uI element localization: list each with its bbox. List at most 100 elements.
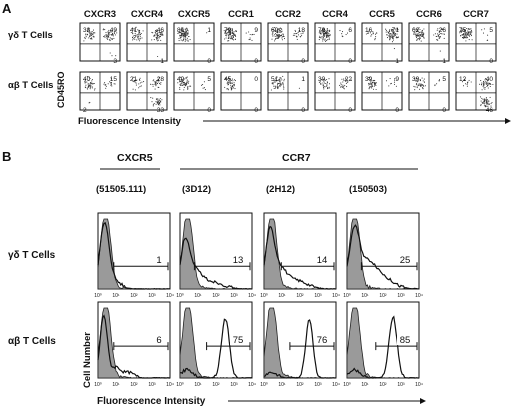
gate-marker — [193, 262, 251, 271]
stain-histogram — [97, 221, 171, 290]
column-header-cxcr5: CXCR5 — [178, 9, 211, 20]
gate-percent: 14 — [317, 255, 328, 266]
quadrant-percent: 5 — [489, 27, 493, 34]
event-dots — [413, 77, 441, 91]
panel-a-row-label-1: γδ T Cells — [8, 30, 53, 41]
event-dots — [367, 76, 397, 91]
quadrant-percent: 39 — [412, 76, 420, 83]
clone-label: (150503) — [349, 184, 387, 195]
quadrant-percent: 9 — [395, 76, 399, 83]
stain-histogram — [346, 224, 419, 290]
group-label-ccr7: CCR7 — [282, 152, 311, 164]
quadrant-percent: 15 — [110, 76, 118, 83]
quadrant-percent: 22 — [345, 76, 353, 83]
quadrant-percent: 0 — [442, 107, 446, 114]
quadrant-percent: 1 — [207, 27, 211, 34]
tick-label: 10² — [379, 382, 387, 388]
tick-label: 10¹ — [361, 293, 369, 299]
quadrant-percent: 0 — [489, 58, 493, 65]
histogram-ab-3: 85 10⁰ 10¹ 10² 10³ 10⁴ — [343, 301, 423, 388]
dot-plot-gd-ccr6: 62 26 1 — [408, 22, 450, 65]
quadrant-percent: 0 — [254, 58, 258, 65]
panel-b-row-label-1: γδ T Cells — [8, 250, 56, 261]
tick-label: 10¹ — [194, 293, 202, 299]
tick-label: 10⁰ — [176, 293, 184, 299]
event-dots — [223, 28, 255, 42]
quadrant-percent: 51 — [271, 76, 279, 83]
quadrant-percent: 0 — [348, 58, 352, 65]
quadrant-percent: 45 — [224, 76, 232, 83]
gate-marker — [360, 262, 418, 271]
histogram-gd-3: 25 10⁰ 10¹ 10² 10³ 10⁴ — [343, 212, 423, 299]
tick-label: 10⁴ — [415, 293, 423, 299]
event-dots — [365, 28, 399, 50]
quadrant-percent: 79 — [224, 27, 232, 34]
quadrant-percent: 62 — [412, 27, 420, 34]
quadrant-percent: 0 — [254, 107, 258, 114]
gate-percent: 85 — [400, 335, 411, 346]
quadrant-percent: 0 — [301, 107, 305, 114]
tick-label: 10⁰ — [94, 382, 102, 388]
panel-a-x-arrow — [203, 118, 511, 124]
quadrant-percent: 0 — [395, 107, 399, 114]
quadrant-percent: 41 — [130, 27, 138, 34]
histogram-ab-1: 75 10⁰ 10¹ 10² 10³ 10⁴ — [176, 301, 256, 388]
tick-label: 10¹ — [112, 293, 120, 299]
gate-percent: 1 — [156, 255, 161, 266]
column-header-ccr5: CCR5 — [369, 9, 396, 20]
stain-histogram — [179, 318, 253, 379]
quadrant-percent: 71 — [392, 27, 400, 34]
stain-histogram — [97, 314, 170, 379]
histogram-gd-2: 14 10⁰ 10¹ 10² 10³ 10⁴ — [260, 212, 340, 299]
tick-label: 10² — [296, 293, 304, 299]
gate-percent: 76 — [317, 335, 328, 346]
panel-a-y-label: CD45RO — [56, 71, 66, 108]
gate-percent: 25 — [400, 255, 411, 266]
dot-plot-gd-cxcr5: 86 1 0 — [173, 22, 215, 65]
column-header-ccr4: CCR4 — [322, 9, 349, 20]
tick-label: 10⁴ — [332, 382, 340, 388]
clone-label: (2H12) — [266, 184, 295, 195]
quadrant-percent: 39 — [365, 76, 373, 83]
quadrant-percent: 18 — [298, 27, 306, 34]
tick-label: 10² — [212, 293, 220, 299]
gate-marker — [113, 342, 169, 351]
dot-plot-gd-ccr1: 79 9 0 — [220, 22, 262, 65]
quadrant-percent: 12 — [459, 76, 467, 83]
tick-label: 10⁴ — [248, 382, 256, 388]
quadrant-percent: 46 — [486, 107, 494, 114]
tick-label: 10⁴ — [248, 293, 256, 299]
dot-plot-gd-ccr2: 69 18 0 — [267, 22, 309, 65]
quadrant-percent: 16 — [365, 27, 373, 34]
tick-label: 10³ — [230, 293, 238, 299]
tick-label: 10³ — [148, 293, 156, 299]
quadrant-percent: 49 — [110, 27, 118, 34]
quadrant-percent: 0 — [254, 76, 258, 83]
column-header-ccr2: CCR2 — [275, 9, 301, 20]
panel-b-letter: B — [2, 149, 11, 164]
gate-marker — [206, 342, 251, 351]
stain-histogram — [263, 225, 337, 290]
event-dots — [177, 27, 208, 42]
clone-label: (51505.111) — [96, 184, 146, 195]
quadrant-percent: 0 — [207, 58, 211, 65]
event-dots — [461, 78, 494, 108]
group-label-cxcr5: CXCR5 — [117, 152, 153, 164]
dot-plot-ab-ccr1: 45 0 0 — [220, 71, 262, 114]
quadrant-percent: 9 — [254, 27, 258, 34]
dot-plot-ab-ccr5: 39 9 0 — [361, 71, 403, 114]
histogram-gd-1: 13 10⁰ 10¹ 10² 10³ 10⁴ — [176, 212, 256, 299]
quadrant-percent: 0 — [207, 107, 211, 114]
quadrant-percent: 21 — [130, 76, 138, 83]
tick-label: 10³ — [314, 293, 322, 299]
quadrant-percent: 79 — [318, 27, 326, 34]
dot-plot-gd-ccr5: 16 71 1 — [361, 22, 403, 65]
event-dots — [83, 28, 118, 57]
dot-plot-ab-cxcr3: 40 15 2 — [79, 71, 121, 114]
tick-label: 10⁴ — [166, 382, 174, 388]
tick-label: 10² — [296, 382, 304, 388]
tick-label: 10⁰ — [260, 382, 268, 388]
tick-label: 10² — [212, 382, 220, 388]
tick-label: 10³ — [230, 382, 238, 388]
